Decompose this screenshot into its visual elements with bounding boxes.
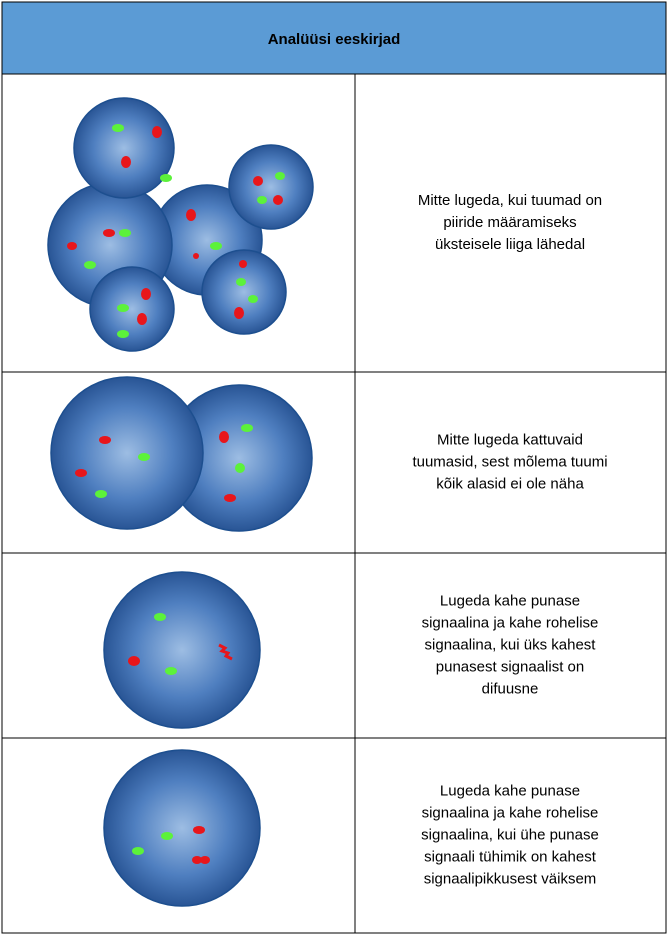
rule-text-line: Mitte lugeda, kui tuumad on xyxy=(418,192,602,209)
header-bg xyxy=(2,2,666,74)
rule-text-line: signaalina ja kahe rohelise xyxy=(422,804,599,821)
rule-text-line: difuusne xyxy=(482,680,539,697)
illustration-crowded xyxy=(47,97,314,352)
rule-texts: Mitte lugeda, kui tuumad on piiride määra… xyxy=(412,192,607,888)
rule-text-line: signaali tühimik on kahest xyxy=(424,848,597,865)
rule-text-line: signaalipikkusest väiksem xyxy=(424,870,597,887)
rule-text-line: signaalina ja kahe rohelise xyxy=(422,614,599,631)
rule-text-line: tuumasid, sest mõlema tuumi xyxy=(412,453,607,470)
illustration-diffuse xyxy=(103,571,261,729)
rule-text-line: signaalina, kui üks kahest xyxy=(425,636,597,653)
illustration-overlapping xyxy=(50,376,313,532)
rule-text-line: Mitte lugeda kattuvaid xyxy=(437,431,583,448)
illustration-gap xyxy=(103,749,261,907)
rule-text-line: punasest signaalist on xyxy=(436,658,584,675)
rule-text-line: kõik alasid ei ole näha xyxy=(436,475,584,492)
rule-text-line: piiride määramiseks xyxy=(443,214,576,231)
rule-text-line: Lugeda kahe punase xyxy=(440,782,580,799)
header-title: Analüüsi eeskirjad xyxy=(268,31,401,48)
rule-text-line: signaalina, kui ühe punase xyxy=(421,826,599,843)
rule-text-line: üksteisele liiga lähedal xyxy=(435,236,585,253)
rule-text-line: Lugeda kahe punase xyxy=(440,592,580,609)
